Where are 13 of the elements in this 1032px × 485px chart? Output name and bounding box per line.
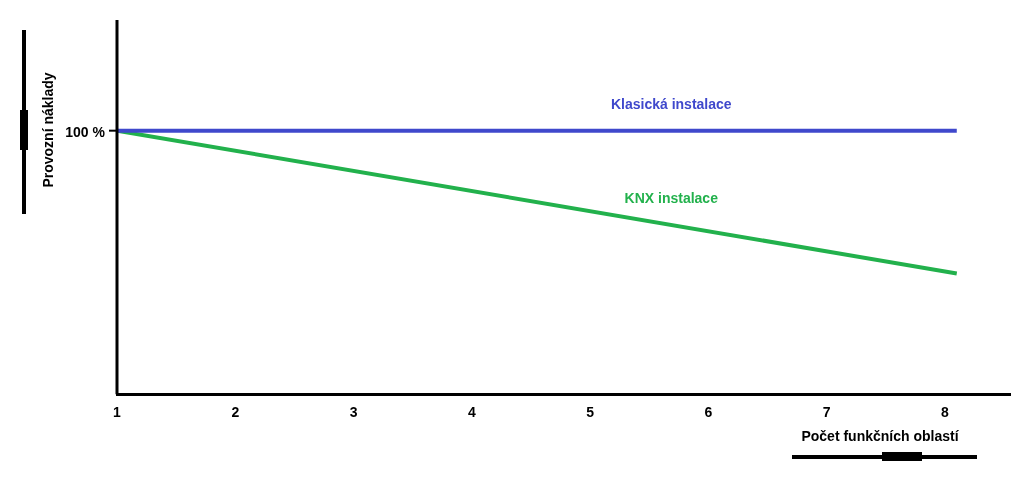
series-label: KNX instalace xyxy=(624,189,719,206)
x-tick-label: 2 xyxy=(231,404,240,421)
x-tick-label: 3 xyxy=(349,404,358,421)
x-tick-label: 4 xyxy=(467,404,476,421)
x-axis-title: Počet funkčních oblastí xyxy=(801,427,960,444)
x-tick-label: 5 xyxy=(586,404,595,421)
x-tick-label: 7 xyxy=(822,404,831,421)
y-axis-title: Provozní náklady xyxy=(39,72,56,188)
x-tick-label: 1 xyxy=(113,404,122,421)
series-label: Klasická instalace xyxy=(610,95,732,112)
x-tick-label: 6 xyxy=(704,404,713,421)
x-tick-label: 8 xyxy=(941,404,950,421)
annotation: 100 % xyxy=(65,123,106,140)
